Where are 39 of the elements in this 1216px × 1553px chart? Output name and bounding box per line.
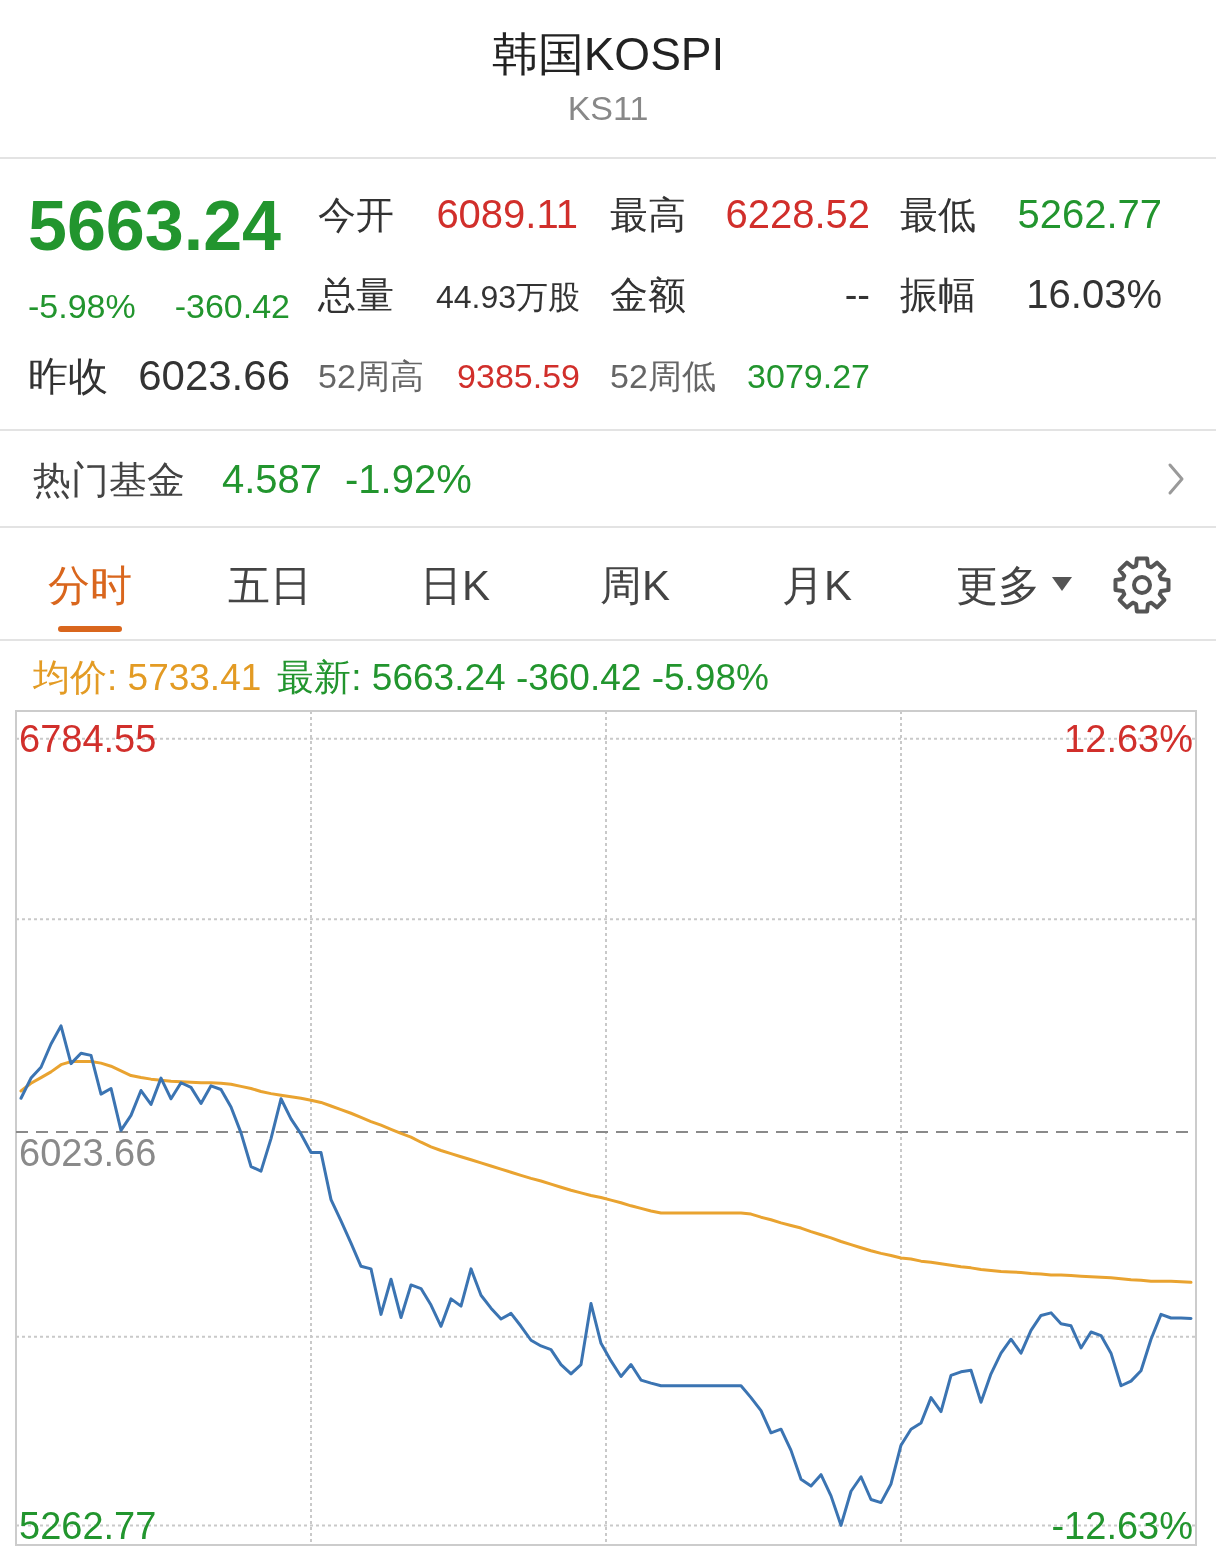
text: 周K [599, 562, 671, 609]
y-tick-label: 6784.55 [19, 718, 157, 761]
text: 6228.52 [725, 192, 870, 236]
text: 3079.27 [747, 357, 870, 395]
text: 52周低 [610, 357, 716, 395]
text: 44.93万股 [435, 279, 580, 315]
y2-tick-label: -12.63% [1051, 1505, 1193, 1548]
text: -5.98% [28, 287, 136, 325]
text: 4.587 [222, 457, 323, 501]
text: 月K [781, 562, 853, 609]
text: 最高 [610, 194, 686, 236]
text: 分时 [48, 562, 132, 609]
text: -360.42 [174, 287, 290, 325]
line-series [19, 1060, 1193, 1284]
text: -1.92% [345, 457, 472, 501]
text: 最低 [900, 194, 976, 236]
text: 9385.59 [457, 357, 580, 395]
text: 金额 [610, 274, 686, 316]
y2-tick-label: 12.63% [1064, 718, 1193, 761]
text: 五日 [228, 562, 312, 609]
text: 5262.77 [1017, 192, 1162, 236]
text: 16.03% [1026, 272, 1162, 316]
text: -- [844, 274, 870, 316]
text: 均价: 5733.41 [32, 657, 262, 698]
text: 韩国KOSPI [491, 28, 725, 80]
text: 日K [419, 562, 491, 609]
text: 最新: 5663.24 -360.42 -5.98% [277, 657, 769, 698]
text: 热门基金 [33, 459, 185, 501]
text: 6023.66 [138, 352, 290, 399]
text: 振幅 [900, 274, 976, 316]
text: 总量 [317, 274, 394, 316]
text: KS11 [567, 89, 649, 127]
text: 52周高 [318, 357, 424, 395]
text: 更多 [956, 562, 1040, 609]
ref-line-label: 6023.66 [19, 1132, 157, 1175]
text: 今开 [318, 194, 394, 236]
text: 昨收 [28, 354, 108, 398]
text: 5663.24 [28, 187, 282, 265]
text: 6089.11 [436, 192, 578, 236]
